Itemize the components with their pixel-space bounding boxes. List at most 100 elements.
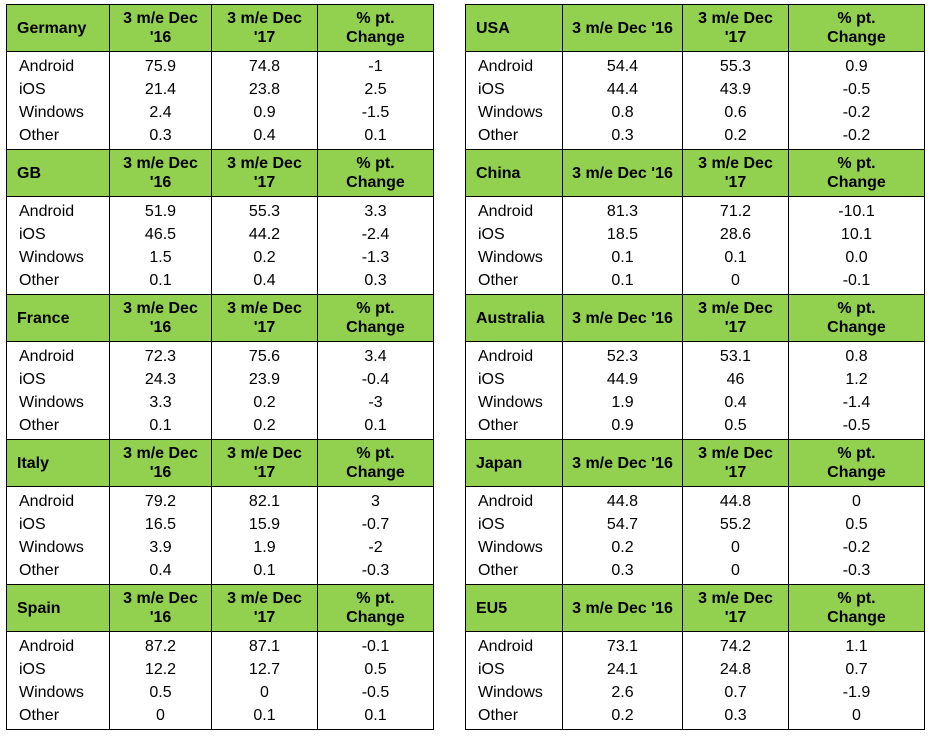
value: 0.2	[724, 126, 747, 144]
column-header: % pt. Change	[317, 294, 434, 342]
column-header: 3 m/e Dec '17	[682, 4, 789, 52]
os-label: Other	[19, 126, 60, 144]
value: 0.7	[845, 660, 868, 678]
os-label: Other	[478, 126, 519, 144]
column-header: % pt. Change	[788, 294, 925, 342]
column-header: 3 m/e Dec '16	[562, 294, 683, 342]
data-row-china: Android iOS Windows Other 81.3 18.5 0.1 0.1 71.2…	[465, 196, 925, 295]
os-label: Other	[478, 416, 519, 434]
column-header-text: % pt. Change	[346, 10, 405, 46]
os-label-cell: Android iOS Windows Other	[6, 341, 110, 440]
value: 0.3	[724, 706, 747, 724]
country-header: France	[6, 294, 110, 342]
column-header-text: 3 m/e Dec '17	[698, 155, 773, 191]
column-header-text: % pt. Change	[827, 445, 886, 481]
os-label: Android	[478, 637, 534, 655]
data-row-italy: Android iOS Windows Other 79.2 16.5 3.9 0.4 82.1…	[6, 486, 434, 585]
value: 75.6	[248, 347, 281, 365]
column-header: 3 m/e Dec '16	[562, 439, 683, 487]
os-label: Windows	[478, 683, 543, 701]
os-label-cell: Android iOS Windows Other	[6, 196, 110, 295]
data-row-japan: Android iOS Windows Other 44.8 54.7 0.2 0.3 44.8…	[465, 486, 925, 585]
value-cell: 87.1 12.7 0 0.1	[211, 631, 318, 730]
os-label: iOS	[19, 660, 46, 678]
value: 43.9	[719, 80, 752, 98]
column-header-text: 3 m/e Dec '16	[123, 445, 198, 481]
column-header-text: 3 m/e Dec '17	[227, 590, 302, 626]
column-header-text: 3 m/e Dec '17	[698, 10, 773, 46]
value: 0	[156, 706, 165, 724]
column-header: 3 m/e Dec '16	[109, 584, 212, 632]
header-row-italy: Italy 3 m/e Dec '16 3 m/e Dec '17 % pt. Cha…	[6, 439, 434, 487]
header-row-eu5: EU5 3 m/e Dec '16 3 m/e Dec '17 % pt. Chang…	[465, 584, 925, 632]
value: 0.7	[724, 683, 747, 701]
value: 87.2	[144, 637, 177, 655]
value-cell: 74.8 23.8 0.9 0.4	[211, 51, 318, 150]
value-cell: 0.8 1.2 -1.4 -0.5	[788, 341, 925, 440]
column-header: 3 m/e Dec '16	[562, 4, 683, 52]
value: 0.1	[364, 706, 387, 724]
value-cell: 1.1 0.7 -1.9 0	[788, 631, 925, 730]
value: -0.7	[361, 515, 390, 533]
value: -10.1	[838, 202, 875, 220]
value: -1	[368, 57, 383, 75]
value: 79.2	[144, 492, 177, 510]
header-row-gb: GB 3 m/e Dec '16 3 m/e Dec '17 % pt. Change	[6, 149, 434, 197]
value-cell: 51.9 46.5 1.5 0.1	[109, 196, 212, 295]
header-row-usa: USA 3 m/e Dec '16 3 m/e Dec '17 % pt. Chang…	[465, 4, 925, 52]
data-row-spain: Android iOS Windows Other 87.2 12.2 0.5 0 87.1 12…	[6, 631, 434, 730]
value: 0.5	[845, 515, 868, 533]
column-header: 3 m/e Dec '16	[109, 439, 212, 487]
os-label: Windows	[478, 538, 543, 556]
os-label: iOS	[478, 660, 505, 678]
value: 0.4	[724, 393, 747, 411]
value: -0.2	[842, 103, 871, 121]
value: 3.3	[364, 202, 387, 220]
value-cell: 87.2 12.2 0.5 0	[109, 631, 212, 730]
value-cell: -10.1 10.1 0.0 -0.1	[788, 196, 925, 295]
value-cell: 44.8 54.7 0.2 0.3	[562, 486, 683, 585]
os-label: Other	[478, 271, 519, 289]
column-header: 3 m/e Dec '16	[109, 149, 212, 197]
value: -1.9	[842, 683, 871, 701]
os-label: Windows	[478, 103, 543, 121]
value-cell: 81.3 18.5 0.1 0.1	[562, 196, 683, 295]
value: 2.4	[149, 103, 172, 121]
value-cell: 3.4 -0.4 -3 0.1	[317, 341, 434, 440]
value: 0	[852, 706, 861, 724]
value: 3	[371, 492, 380, 510]
country-header: EU5	[465, 584, 563, 632]
data-row-france: Android iOS Windows Other 72.3 24.3 3.3 0.1 75.6…	[6, 341, 434, 440]
header-row-china: China 3 m/e Dec '16 3 m/e Dec '17 % pt. Cha…	[465, 149, 925, 197]
os-label: iOS	[19, 225, 46, 243]
column-header: 3 m/e Dec '17	[211, 4, 318, 52]
value: 0.4	[149, 561, 172, 579]
column-header: 3 m/e Dec '17	[211, 294, 318, 342]
value: 24.1	[606, 660, 639, 678]
os-label: Windows	[19, 103, 84, 121]
value: 1.9	[253, 538, 276, 556]
header-row-germany: Germany 3 m/e Dec '16 3 m/e Dec '17 % pt. C…	[6, 4, 434, 52]
column-header: % pt. Change	[317, 439, 434, 487]
value: 0.2	[611, 706, 634, 724]
value: 1.2	[845, 370, 868, 388]
value: -0.5	[361, 683, 390, 701]
column-header-text: 3 m/e Dec '17	[227, 10, 302, 46]
column-header: 3 m/e Dec '17	[682, 584, 789, 632]
value-cell: 55.3 44.2 0.2 0.4	[211, 196, 318, 295]
value: 0	[731, 538, 740, 556]
header-row-france: France 3 m/e Dec '16 3 m/e Dec '17 % pt. Ch…	[6, 294, 434, 342]
column-header-text: 3 m/e Dec '16	[123, 155, 198, 191]
value: 46	[726, 370, 745, 388]
value: 0.8	[611, 103, 634, 121]
value-cell: 75.9 21.4 2.4 0.3	[109, 51, 212, 150]
header-row-spain: Spain 3 m/e Dec '16 3 m/e Dec '17 % pt. Cha…	[6, 584, 434, 632]
column-header: 3 m/e Dec '16	[109, 4, 212, 52]
value: 0.3	[149, 126, 172, 144]
column-header: 3 m/e Dec '16	[562, 584, 683, 632]
value: 0.9	[611, 416, 634, 434]
value: 0	[260, 683, 269, 701]
column-header-text: 3 m/e Dec '17	[698, 590, 773, 626]
data-row-usa: Android iOS Windows Other 54.4 44.4 0.8 0.3 55.3…	[465, 51, 925, 150]
value-cell: -1 2.5 -1.5 0.1	[317, 51, 434, 150]
